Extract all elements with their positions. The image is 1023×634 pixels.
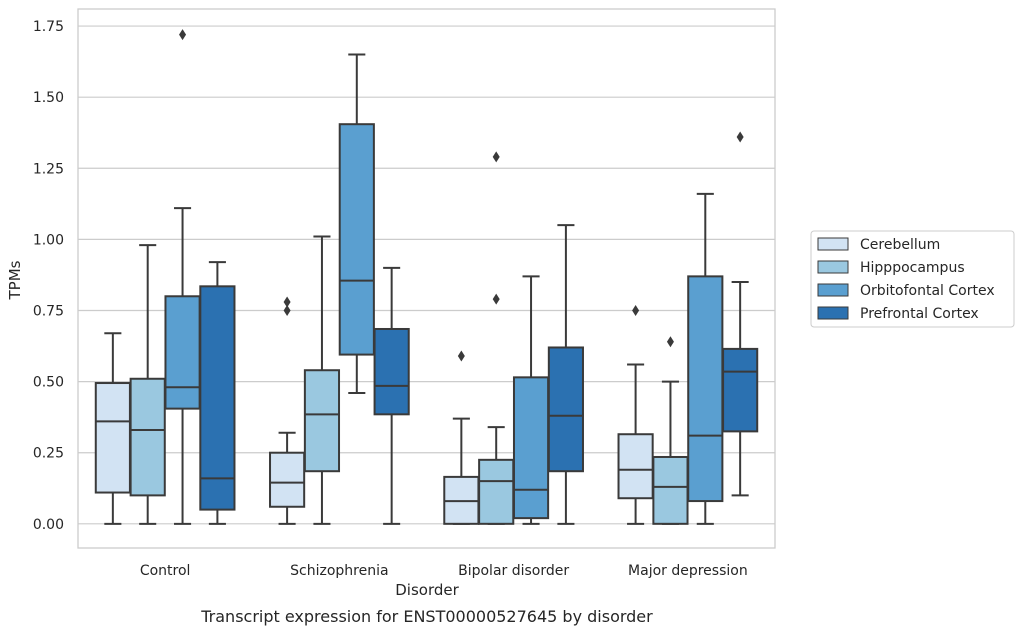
box-group <box>303 235 341 525</box>
y-tick-label: 1.25 <box>33 161 64 177</box>
chart-caption: Transcript expression for ENST0000052764… <box>200 607 653 626</box>
box <box>303 369 341 473</box>
box <box>164 295 201 410</box>
x-tick-label: Major depression <box>628 563 748 579</box>
box <box>94 382 131 494</box>
outlier-point <box>492 151 500 163</box>
outlier-point <box>492 293 500 305</box>
y-tick-label: 1.75 <box>33 19 64 35</box>
outlier-point <box>179 29 187 41</box>
box <box>652 455 689 525</box>
box-group <box>338 53 375 394</box>
x-axis-label: Disorder <box>395 581 459 599</box>
legend-label: Prefrontal Cortex <box>860 306 979 322</box>
box <box>373 327 410 416</box>
box-group <box>129 244 166 525</box>
x-axis-ticks: Control Schizophrenia Bipolar disorder Majo… <box>140 563 748 579</box>
legend-label: Orbitofontal Cortex <box>860 283 995 299</box>
box-group <box>269 296 306 525</box>
box-group <box>547 224 584 525</box>
box-group <box>687 192 724 525</box>
box-group <box>443 350 480 525</box>
box-group <box>199 261 236 525</box>
y-tick-label: 1.50 <box>33 90 64 106</box>
box <box>617 433 654 500</box>
y-axis-ticks: 0.00 0.25 0.50 0.75 1.00 1.25 1.50 1.75 <box>33 19 64 533</box>
y-tick-label: 1.00 <box>33 232 64 248</box>
box-group <box>512 275 550 525</box>
box <box>512 376 550 520</box>
box <box>199 285 236 511</box>
box <box>687 275 724 503</box>
legend-swatch <box>817 237 849 251</box>
y-tick-label: 0.00 <box>33 517 64 533</box>
box <box>269 451 306 508</box>
y-tick-label: 0.75 <box>33 303 64 319</box>
outlier-point <box>666 336 674 348</box>
box-plots <box>94 29 759 525</box>
outlier-point <box>283 296 291 308</box>
outlier-point <box>457 350 465 362</box>
legend-label: Cerebellum <box>860 237 940 253</box>
x-tick-label: Control <box>140 563 191 579</box>
legend-swatch <box>817 306 849 320</box>
box-group <box>373 266 410 525</box>
box-group <box>478 151 515 525</box>
y-tick-label: 0.25 <box>33 446 64 462</box>
legend-label: Hipppocampus <box>860 260 965 276</box>
box <box>547 346 584 473</box>
box <box>129 377 166 497</box>
legend-swatch <box>817 260 849 274</box>
box-group <box>617 304 654 525</box>
box-group <box>722 131 759 497</box>
box <box>478 458 515 525</box>
legend-swatch <box>817 283 849 297</box>
legend: Cerebellum Hipppocampus Orbitofontal Corte… <box>810 230 1015 328</box>
outlier-point <box>283 304 291 316</box>
plot-frame <box>77 8 776 549</box>
box-group <box>94 332 131 525</box>
y-axis-label: TPMs <box>6 260 24 300</box>
box-group <box>652 336 689 525</box>
box-group <box>164 29 201 525</box>
box <box>338 123 375 356</box>
outlier-point <box>736 131 744 143</box>
box <box>722 347 759 433</box>
y-tick-label: 0.50 <box>33 375 64 391</box>
legend-frame <box>810 230 1015 328</box>
outlier-point <box>632 304 640 316</box>
x-tick-label: Bipolar disorder <box>458 563 569 579</box>
x-tick-label: Schizophrenia <box>290 563 388 579</box>
